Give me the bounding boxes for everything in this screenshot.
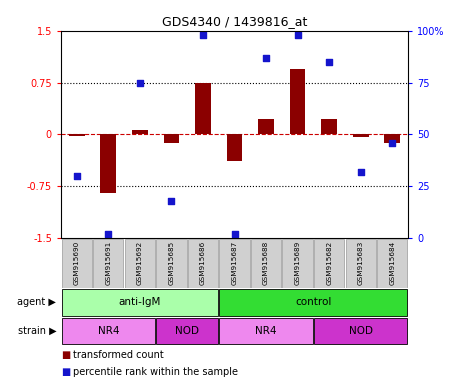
Text: GSM915692: GSM915692 [137,240,143,285]
Title: GDS4340 / 1439816_at: GDS4340 / 1439816_at [162,15,307,28]
Text: GSM915687: GSM915687 [232,240,237,285]
Bar [61,289,218,316]
Text: GSM915682: GSM915682 [326,240,332,285]
Point [294,32,302,38]
Text: control: control [295,297,332,308]
Bar [100,134,116,193]
Text: ■: ■ [61,350,70,360]
Bar [156,238,187,288]
Text: GSM915685: GSM915685 [168,240,174,285]
Bar [164,134,179,143]
Bar [188,238,218,288]
Text: NOD: NOD [349,326,373,336]
Bar [156,318,218,344]
Text: strain ▶: strain ▶ [18,326,56,336]
Bar [314,238,344,288]
Text: NR4: NR4 [98,326,119,336]
Text: GSM915691: GSM915691 [106,240,111,285]
Text: agent ▶: agent ▶ [17,297,56,308]
Text: ■: ■ [61,367,70,377]
Point [73,173,81,179]
Bar [377,238,408,288]
Point [388,140,396,146]
Text: GSM915684: GSM915684 [389,240,395,285]
Text: GSM915690: GSM915690 [74,240,80,285]
Text: GSM915688: GSM915688 [263,240,269,285]
Text: GSM915686: GSM915686 [200,240,206,285]
Bar [219,289,408,316]
Bar [314,318,408,344]
Point [167,198,175,204]
Bar [385,134,400,143]
Point [105,231,112,237]
Text: GSM915683: GSM915683 [358,240,363,285]
Text: transformed count: transformed count [73,350,163,360]
Bar [219,238,250,288]
Text: NR4: NR4 [255,326,277,336]
Text: anti-IgM: anti-IgM [119,297,161,308]
Bar [346,238,376,288]
Bar [132,129,148,134]
Bar [93,238,123,288]
Bar [61,238,92,288]
Bar [195,83,211,134]
Bar [290,69,305,134]
Bar [125,238,155,288]
Point [231,231,238,237]
Bar [251,238,281,288]
Point [325,59,333,65]
Bar [219,318,313,344]
Bar [353,134,369,137]
Bar [282,238,313,288]
Point [199,32,207,38]
Bar [258,119,274,134]
Text: GSM915689: GSM915689 [295,240,301,285]
Point [357,169,364,175]
Point [136,79,144,86]
Bar [321,119,337,134]
Text: percentile rank within the sample: percentile rank within the sample [73,367,238,377]
Point [262,55,270,61]
Bar [61,318,155,344]
Bar [69,134,84,136]
Bar [227,134,242,161]
Text: NOD: NOD [175,326,199,336]
